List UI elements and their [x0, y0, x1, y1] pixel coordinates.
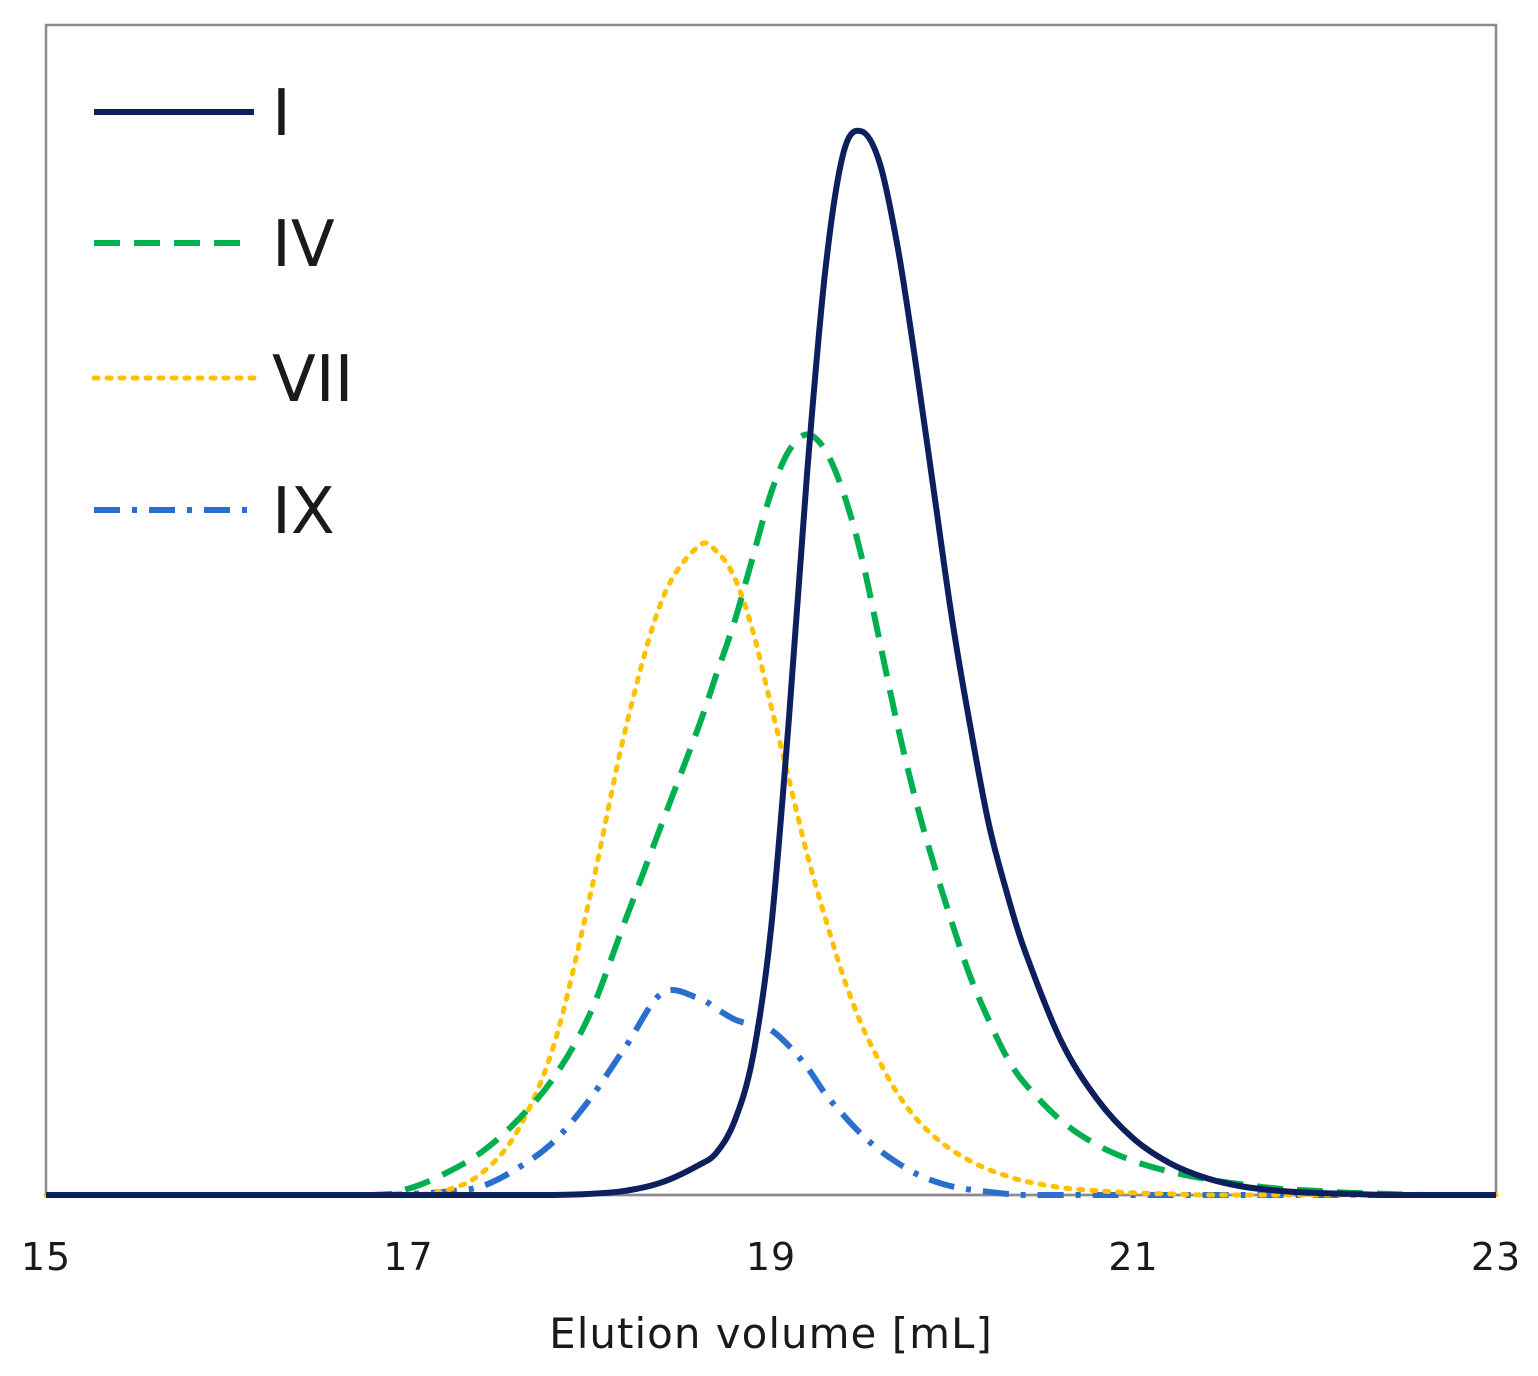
x-tick-label: 15: [21, 1235, 71, 1279]
legend-label-ix: IX: [272, 475, 335, 549]
x-tick-label: 19: [746, 1235, 796, 1279]
legend-label-i: I: [272, 77, 291, 151]
series-line-i: [45, 127, 1496, 1199]
x-axis-title: Elution volume [mL]: [549, 1309, 993, 1358]
series-line-vii: [43, 540, 1499, 1198]
series-line-ix: [45, 986, 1496, 1199]
series-line-iv: [45, 431, 1496, 1199]
series-layer: [43, 127, 1499, 1199]
x-tick-labels: 15 17 19 21 23: [21, 1235, 1521, 1279]
x-tick-label: 21: [1108, 1235, 1158, 1279]
x-tick-label: 17: [383, 1235, 433, 1279]
legend-label-iv: IV: [272, 208, 335, 282]
legend: I IV VII IX: [91, 77, 354, 549]
legend-label-vii: VII: [272, 343, 354, 417]
x-tick-label: 23: [1471, 1235, 1521, 1279]
plot-frame: [44, 23, 1498, 1197]
